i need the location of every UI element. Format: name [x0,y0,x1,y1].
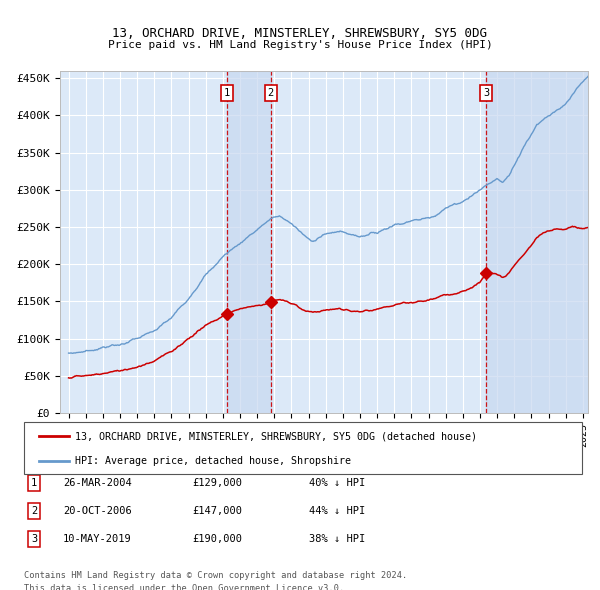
Text: This data is licensed under the Open Government Licence v3.0.: This data is licensed under the Open Gov… [24,584,344,590]
Text: 40% ↓ HPI: 40% ↓ HPI [309,478,365,487]
Text: 13, ORCHARD DRIVE, MINSTERLEY, SHREWSBURY, SY5 0DG: 13, ORCHARD DRIVE, MINSTERLEY, SHREWSBUR… [113,27,487,40]
Text: 38% ↓ HPI: 38% ↓ HPI [309,535,365,544]
Text: 1: 1 [224,88,230,98]
Bar [227,71,271,413]
Text: 44% ↓ HPI: 44% ↓ HPI [309,506,365,516]
Text: 26-MAR-2004: 26-MAR-2004 [63,478,132,487]
Text: £147,000: £147,000 [192,506,242,516]
Bar [486,71,588,413]
Text: 13, ORCHARD DRIVE, MINSTERLEY, SHREWSBURY, SY5 0DG (detached house): 13, ORCHARD DRIVE, MINSTERLEY, SHREWSBUR… [75,431,477,441]
Text: HPI: Average price, detached house, Shropshire: HPI: Average price, detached house, Shro… [75,456,351,466]
Text: 2: 2 [31,506,37,516]
Text: 20-OCT-2006: 20-OCT-2006 [63,506,132,516]
Text: 3: 3 [483,88,489,98]
Text: Contains HM Land Registry data © Crown copyright and database right 2024.: Contains HM Land Registry data © Crown c… [24,571,407,579]
Text: £190,000: £190,000 [192,535,242,544]
Text: 1: 1 [31,478,37,487]
Text: 2: 2 [268,88,274,98]
Text: 10-MAY-2019: 10-MAY-2019 [63,535,132,544]
Text: 3: 3 [31,535,37,544]
Text: Price paid vs. HM Land Registry's House Price Index (HPI): Price paid vs. HM Land Registry's House … [107,40,493,50]
Text: £129,000: £129,000 [192,478,242,487]
